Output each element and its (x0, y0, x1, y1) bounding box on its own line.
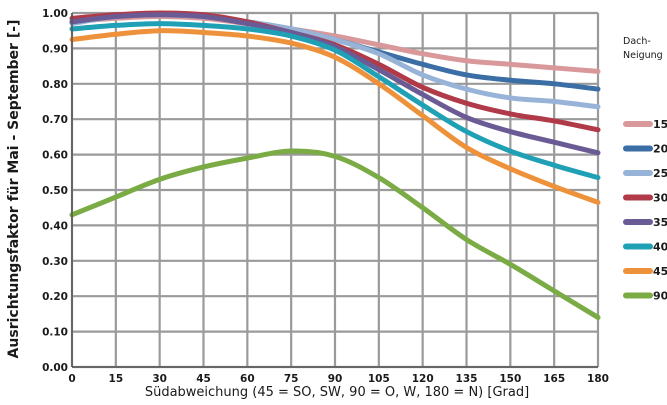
x-tick-labels: 0 15 30 45 60 75 90 105 120 135 150 165 180 (68, 373, 609, 385)
series-line-45deg (69, 28, 601, 205)
x-tick-label: 0 (68, 373, 75, 385)
series-line-35deg (69, 12, 601, 156)
x-tick-label: 45 (196, 373, 211, 385)
series-line-40deg (69, 21, 601, 181)
legend-label: 35° (653, 216, 667, 229)
legend-item-20deg: 20° (623, 143, 667, 156)
x-axis-title: Südabweichung (45 = SO, SW, 90 = O, W, 1… (145, 385, 529, 400)
y-tick-labels: 0.00 0.10 0.20 0.30 0.40 0.50 0.60 0.70 0.80 0.90… (42, 8, 68, 374)
y-tick-label: 0.80 (42, 79, 68, 91)
y-tick-label: 0.30 (42, 256, 68, 268)
legend-label: 40° (653, 241, 667, 254)
legend: Dach- Neigung 15° 20° 25° 30° 35° 40° 45° 90° (623, 36, 667, 303)
legend-item-30deg: 30° (623, 192, 667, 205)
legend-title-line-1: Dach- (623, 36, 651, 47)
series-lines (69, 10, 601, 320)
x-tick-label: 105 (368, 373, 390, 385)
x-tick-label: 15 (109, 373, 124, 385)
series-line-90deg (69, 148, 601, 320)
x-tick-label: 75 (284, 373, 299, 385)
x-tick-label: 90 (328, 373, 343, 385)
legend-label: 25° (653, 167, 667, 180)
legend-item-40deg: 40° (623, 241, 667, 254)
y-tick-label: 0.60 (42, 150, 68, 162)
x-tick-label: 150 (499, 373, 521, 385)
legend-label: 30° (653, 192, 667, 205)
y-tick-label: 0.40 (42, 220, 68, 232)
y-tick-label: 0.90 (42, 43, 68, 55)
x-tick-label: 120 (412, 373, 434, 385)
legend-item-25deg: 25° (623, 167, 667, 180)
y-tick-label: 0.70 (42, 114, 68, 126)
y-axis-title: Ausrichtungsfaktor für Mai - September [… (6, 20, 22, 359)
legend-item-15deg: 15° (623, 118, 667, 131)
x-tick-label: 180 (587, 373, 609, 385)
legend-item-35deg: 35° (623, 216, 667, 229)
x-tick-label: 30 (152, 373, 167, 385)
legend-label: 15° (653, 118, 667, 131)
legend-label: 90° (653, 290, 667, 303)
grid (70, 11, 600, 369)
x-tick-label: 165 (543, 373, 565, 385)
legend-items: 15° 20° 25° 30° 35° 40° 45° 90° (623, 118, 667, 303)
y-tick-label: 0.50 (42, 185, 68, 197)
y-tick-label: 0.10 (42, 327, 68, 339)
legend-label: 20° (653, 143, 667, 156)
legend-title-line-2: Neigung (623, 50, 663, 61)
legend-item-45deg: 45° (623, 265, 667, 278)
legend-item-90deg: 90° (623, 290, 667, 303)
y-tick-label: 1.00 (42, 8, 68, 20)
y-tick-label: 0.20 (42, 291, 68, 303)
y-tick-label: 0.00 (42, 362, 68, 374)
x-tick-label: 60 (240, 373, 255, 385)
legend-label: 45° (653, 265, 667, 278)
x-tick-label: 135 (456, 373, 478, 385)
axes (71, 13, 598, 368)
